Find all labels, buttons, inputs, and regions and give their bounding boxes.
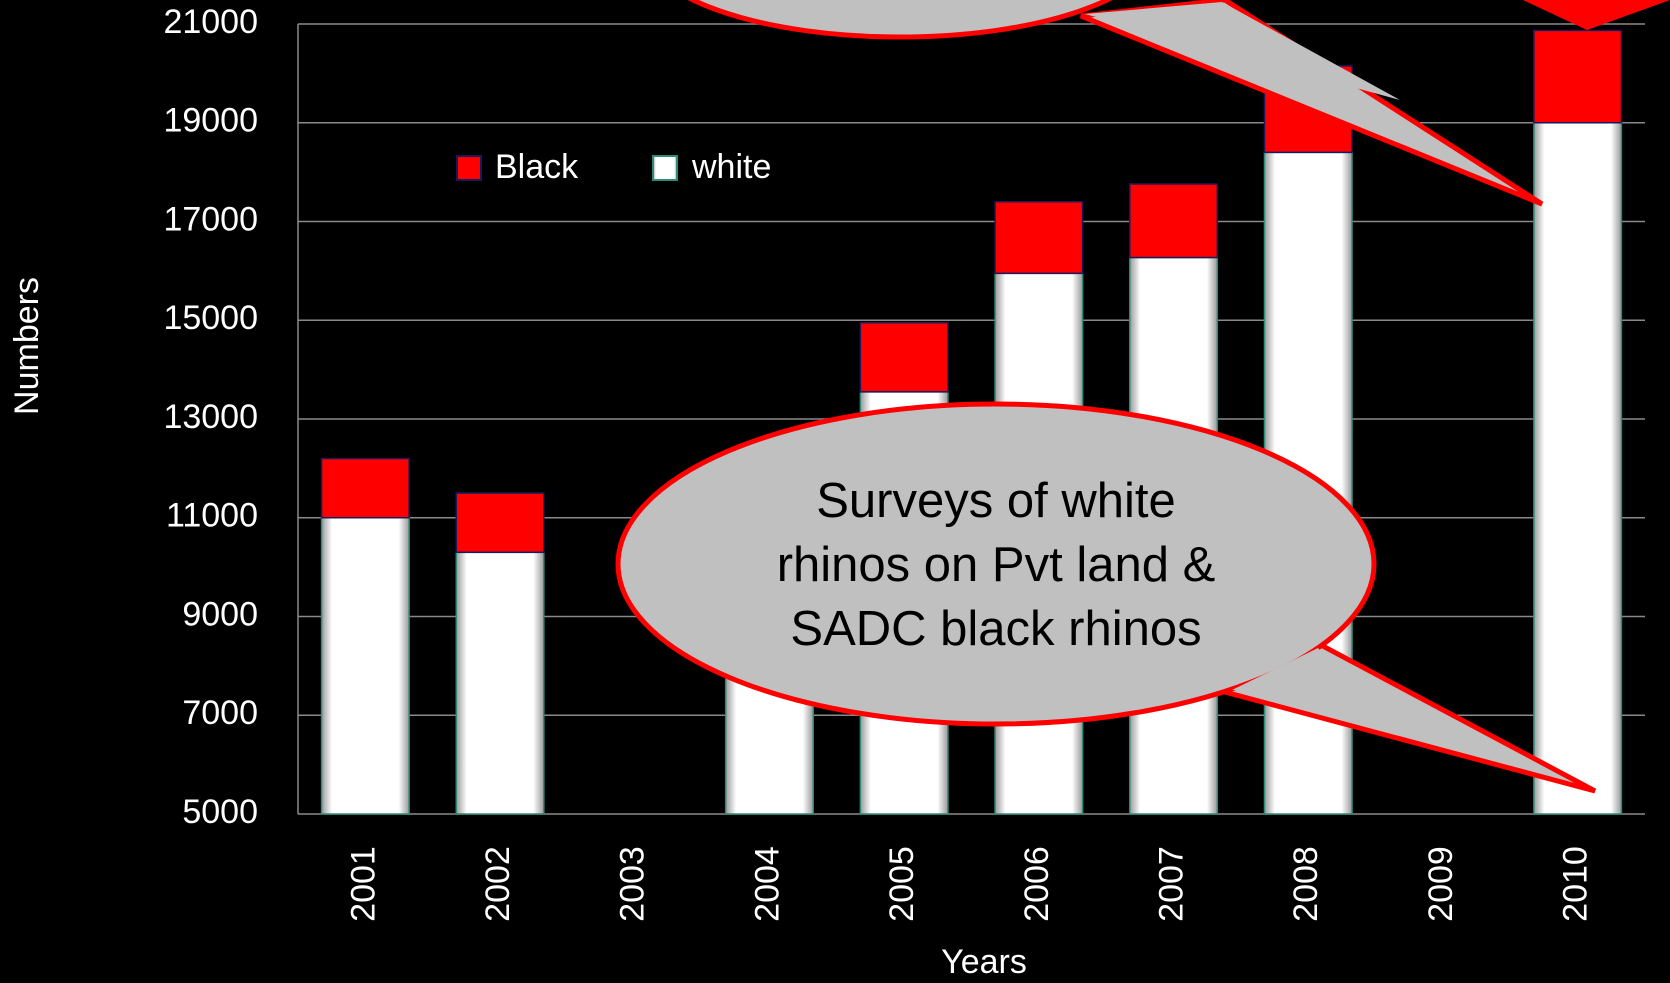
callout-join <box>1085 2 1400 100</box>
y-tick-label: 11000 <box>166 497 258 535</box>
x-tick-label: 2003 <box>614 846 652 922</box>
x-tick-label: 2007 <box>1153 846 1191 922</box>
callout-join <box>1232 648 1360 700</box>
bar-segment <box>320 517 410 815</box>
callout-bubble <box>687 0 1113 40</box>
y-axis-label: Numbers <box>8 277 46 415</box>
legend: Black white <box>456 148 771 186</box>
legend-label: Black <box>495 148 579 186</box>
legend-swatch <box>652 155 678 181</box>
legend-swatch <box>456 155 482 181</box>
y-tick-label: 21000 <box>163 3 258 41</box>
bottom-callout: Surveys of white rhinos on Pvt land & SA… <box>615 401 1597 794</box>
bar-segment <box>455 551 545 815</box>
bar-segment <box>1533 29 1623 124</box>
bar-segment <box>1129 183 1219 259</box>
y-tick-label: 19000 <box>163 102 258 140</box>
y-tick-label: 9000 <box>182 595 258 633</box>
x-tick-label: 2005 <box>883 846 921 922</box>
callout-text: Surveys of white <box>816 474 1176 528</box>
x-tick-label: 2004 <box>748 846 786 922</box>
x-axis-label: Years <box>941 943 1027 981</box>
top-callout <box>687 0 1670 207</box>
bar-segment <box>859 321 949 393</box>
x-tick-label: 2010 <box>1557 846 1595 922</box>
callout-tail <box>1080 0 1544 207</box>
x-tick-label: 2008 <box>1287 846 1325 922</box>
y-tick-label: 13000 <box>163 398 258 436</box>
callout-text: SADC black rhinos <box>790 602 1201 656</box>
callout-bubble <box>615 401 1377 727</box>
y-tick-label: 15000 <box>163 299 258 337</box>
labels: 5000 7000 9000 11000 13000 15000 17000 19000 210… <box>163 3 1594 922</box>
callout-text: rhinos on Pvt land & <box>777 538 1216 592</box>
callout-fragment <box>1523 0 1670 30</box>
bar-segment <box>994 201 1084 275</box>
y-tick-label: 17000 <box>163 200 258 238</box>
bar-segment <box>320 457 410 519</box>
x-tick-label: 2001 <box>344 846 382 922</box>
x-tick-label: 2006 <box>1018 846 1056 922</box>
x-tick-label: 2002 <box>479 846 517 922</box>
legend-label: white <box>691 148 771 186</box>
y-tick-label: 5000 <box>182 793 258 831</box>
y-tick-label: 7000 <box>182 694 258 732</box>
bar-segment <box>455 492 545 554</box>
x-tick-label: 2009 <box>1422 846 1460 922</box>
bar-segment <box>1533 122 1623 815</box>
